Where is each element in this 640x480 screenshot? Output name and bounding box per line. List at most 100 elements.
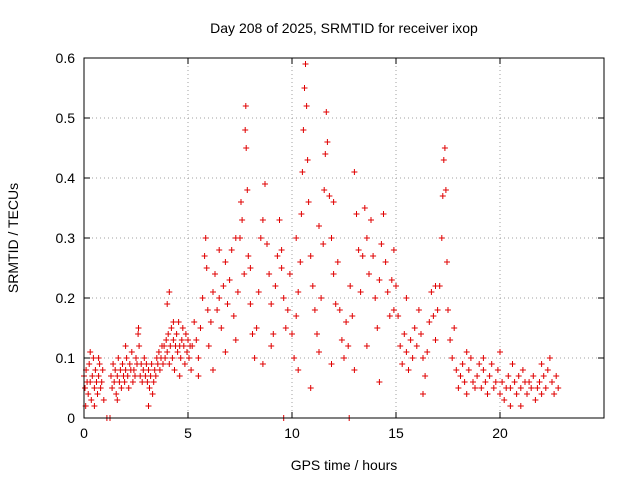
data-point [124,373,131,379]
data-series-srmtid [81,61,562,421]
data-point [314,331,320,337]
data-point [334,259,341,265]
data-point [440,157,447,163]
data-point [242,127,249,133]
data-point [232,337,239,343]
data-point [166,361,173,367]
data-point [197,325,204,331]
data-point [524,391,530,397]
data-point [278,265,285,271]
data-point [501,397,508,403]
data-point [97,385,104,391]
data-point [480,367,487,373]
data-point [486,373,493,379]
data-point [243,145,250,151]
data-point [376,379,383,385]
data-point [174,349,181,355]
data-point [138,361,145,367]
data-point [484,391,491,397]
data-point [330,271,337,277]
data-point [125,385,132,391]
data-point [167,343,174,349]
data-point [359,253,366,259]
data-point [268,301,275,307]
data-point [111,379,118,385]
data-point [299,169,306,175]
data-point [515,373,522,379]
data-point [164,349,171,355]
data-point [168,325,175,331]
data-point [328,235,335,241]
data-point [242,103,249,109]
data-point [164,301,171,307]
data-point [509,361,516,367]
data-point [311,307,318,313]
data-point [384,289,391,295]
data-point [528,385,535,391]
data-point [257,235,264,241]
data-point [494,367,501,373]
data-point [320,241,327,247]
data-point [222,259,229,265]
data-point [439,193,446,199]
y-axis-label: SRMTID / TECUs [5,183,21,293]
data-point [98,379,105,385]
data-point [210,289,216,295]
data-point [185,337,191,343]
data-point [351,169,358,175]
data-point [324,139,331,145]
data-point [341,355,347,361]
data-point [234,289,241,295]
data-point [549,379,555,385]
data-point [307,253,314,259]
data-point [262,181,268,187]
x-tick-label: 10 [284,425,300,441]
x-tick-label: 15 [388,425,404,441]
data-point [351,367,358,373]
data-point [93,379,100,385]
data-point [430,313,437,319]
data-point [295,367,302,373]
data-point [160,361,166,367]
data-point [95,355,102,361]
data-point [162,355,169,361]
data-point [228,247,235,253]
data-point [361,205,368,211]
data-point [551,391,558,397]
data-point [357,289,364,295]
data-point [289,331,295,337]
data-point [330,199,337,205]
data-point [298,211,305,217]
data-point [499,379,506,385]
data-point [420,355,426,361]
data-point [241,271,248,277]
data-point [218,325,225,331]
data-point [129,379,136,385]
data-point [247,265,254,271]
data-point [135,331,142,337]
data-point [114,373,121,379]
data-point [447,337,454,343]
data-point [112,367,119,373]
data-point [249,331,256,337]
data-point [145,367,152,373]
data-point [130,367,137,373]
data-point [203,265,210,271]
data-point [411,325,418,331]
data-point [449,355,456,361]
data-point [553,373,560,379]
data-point [415,307,422,313]
data-point [90,355,97,361]
data-point [505,373,512,379]
data-point [202,235,209,241]
data-point [220,283,227,289]
data-point [438,235,445,241]
data-point [374,325,381,331]
x-axis-label: GPS time / hours [291,457,398,473]
data-point [302,61,309,67]
x-tick-label: 0 [80,425,88,441]
data-point [96,361,103,367]
data-point [230,313,237,319]
data-point [216,247,223,253]
